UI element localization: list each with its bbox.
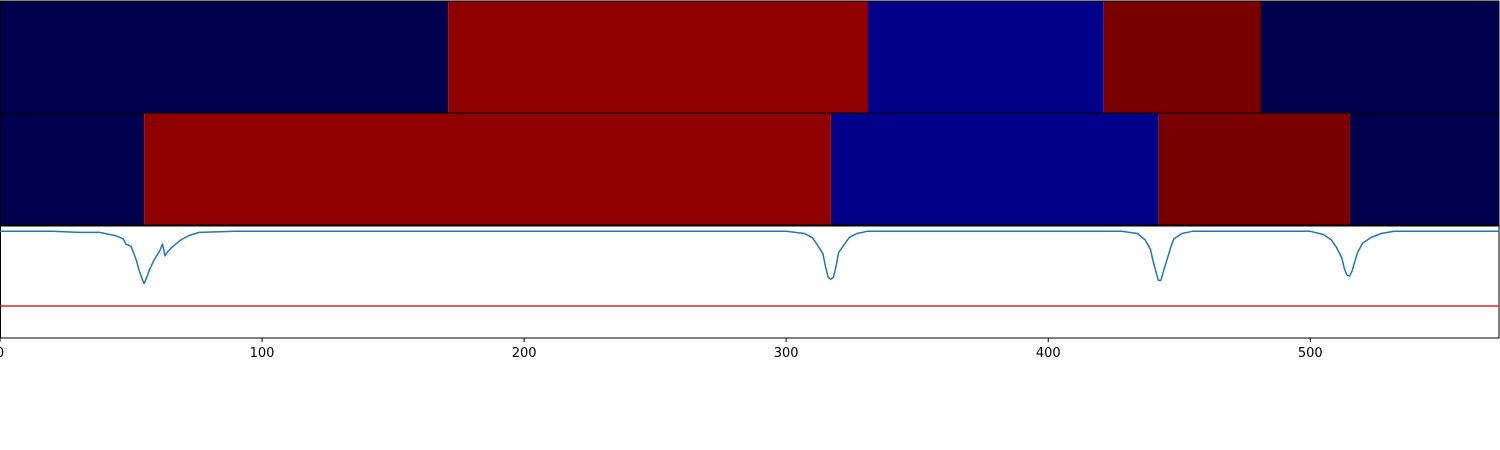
- segmentation-row-predicted: [0, 0, 1500, 114]
- x-axis: 0 100 200 300 400 500: [0, 338, 1323, 361]
- x-tick-label-4: 400: [1036, 346, 1061, 361]
- x-tick-label-3: 300: [774, 346, 799, 361]
- segment-0-3: [1103, 1, 1261, 113]
- x-tick-label-5: 500: [1298, 346, 1323, 361]
- line-panel-frame: [0, 225, 1500, 339]
- segment-1-0: [0, 113, 145, 225]
- segment-0-1: [448, 1, 868, 113]
- row-frame-1: [0, 112, 1500, 226]
- segment-1-3: [1158, 113, 1350, 225]
- segment-1-2: [830, 113, 1159, 225]
- x-tick-label-0: 0: [0, 346, 4, 361]
- segment-1-4: [1349, 113, 1499, 225]
- score-line-panel: [0, 225, 1500, 339]
- segment-0-4: [1260, 1, 1499, 113]
- x-tick-label-2: 200: [512, 346, 537, 361]
- segment-0-2: [867, 1, 1104, 113]
- segment-1-1: [144, 113, 831, 225]
- segment-0-0: [0, 1, 449, 113]
- x-tick-label-1: 100: [250, 346, 275, 361]
- segmentation-row-ground-truth: [0, 112, 1500, 226]
- score-series-line: [0, 230, 1499, 285]
